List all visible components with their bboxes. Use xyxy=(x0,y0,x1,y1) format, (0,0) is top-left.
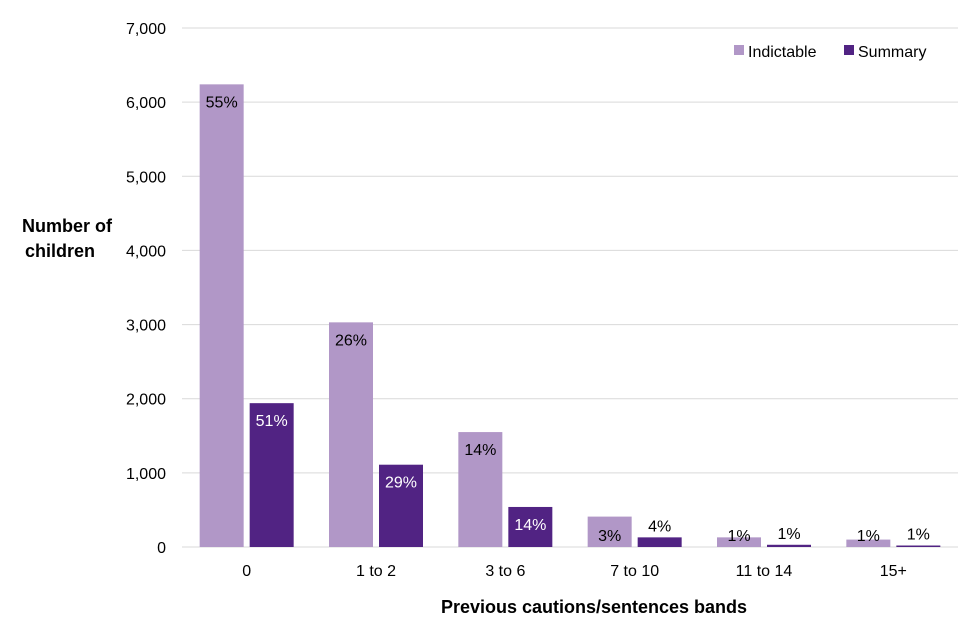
x-axis-ticks: 0 1 to 2 3 to 6 7 to 10 11 to 14 15+ xyxy=(242,563,907,580)
legend-label-indictable: Indictable xyxy=(748,44,817,61)
bar-summary-3 xyxy=(637,537,682,547)
y-tick-label: 3,000 xyxy=(126,318,166,335)
data-label-indictable-4: 1% xyxy=(727,528,750,545)
data-label-indictable-5: 1% xyxy=(857,528,880,545)
bar-summary-1 xyxy=(379,464,423,547)
bar-indictable-1 xyxy=(329,322,373,547)
bar-summary-5 xyxy=(896,545,941,547)
data-label-summary-3: 4% xyxy=(648,518,671,535)
data-label-indictable-2: 14% xyxy=(464,442,496,459)
x-tick-label: 3 to 6 xyxy=(485,563,525,580)
data-label-indictable-1: 26% xyxy=(335,332,367,349)
data-label-indictable-3: 3% xyxy=(598,528,621,545)
bar-summary-2 xyxy=(508,506,553,547)
x-tick-label: 15+ xyxy=(880,563,907,580)
y-tick-label: 1,000 xyxy=(126,466,166,483)
data-label-summary-2: 14% xyxy=(514,517,546,534)
y-axis-ticks: 0 1,000 2,000 3,000 4,000 5,000 6,000 7,000 xyxy=(126,21,166,557)
bar-summary-4 xyxy=(767,544,811,547)
data-label-summary-5: 1% xyxy=(907,527,930,544)
bars xyxy=(199,84,941,547)
y-tick-label: 2,000 xyxy=(126,392,166,409)
legend-label-summary: Summary xyxy=(858,44,926,61)
bar-indictable-2 xyxy=(458,432,503,547)
y-tick-label: 7,000 xyxy=(126,21,166,38)
x-tick-label: 7 to 10 xyxy=(610,563,659,580)
data-label-summary-0: 51% xyxy=(256,413,288,430)
x-tick-label: 0 xyxy=(242,563,251,580)
y-tick-label: 5,000 xyxy=(126,169,166,186)
legend-swatch-indictable xyxy=(734,45,744,55)
data-label-indictable-0: 55% xyxy=(206,94,238,111)
y-axis-label-line-2: children xyxy=(25,241,95,261)
y-tick-label: 0 xyxy=(157,540,166,557)
bar-data-labels: 55% 51% 26% 29% 14% 14% 3% 4% 1% 1% 1% 1% xyxy=(206,94,930,545)
bar-indictable-4 xyxy=(717,537,761,547)
x-tick-label: 1 to 2 xyxy=(356,563,396,580)
y-tick-label: 4,000 xyxy=(126,243,166,260)
legend-swatch-summary xyxy=(844,45,854,55)
data-label-summary-4: 1% xyxy=(777,526,800,543)
bar-indictable-5 xyxy=(846,539,891,547)
x-axis-label: Previous cautions/sentences bands xyxy=(441,597,747,617)
y-tick-label: 6,000 xyxy=(126,95,166,112)
legend: Indictable Summary xyxy=(734,44,926,61)
gridlines xyxy=(182,27,958,474)
bar-indictable-3 xyxy=(587,516,632,547)
bar-summary-0 xyxy=(249,403,294,547)
bar-indictable-0 xyxy=(199,84,244,547)
data-label-summary-1: 29% xyxy=(385,475,417,492)
y-axis-label-line-1: Number of xyxy=(22,216,113,236)
x-tick-label: 11 to 14 xyxy=(736,563,793,580)
